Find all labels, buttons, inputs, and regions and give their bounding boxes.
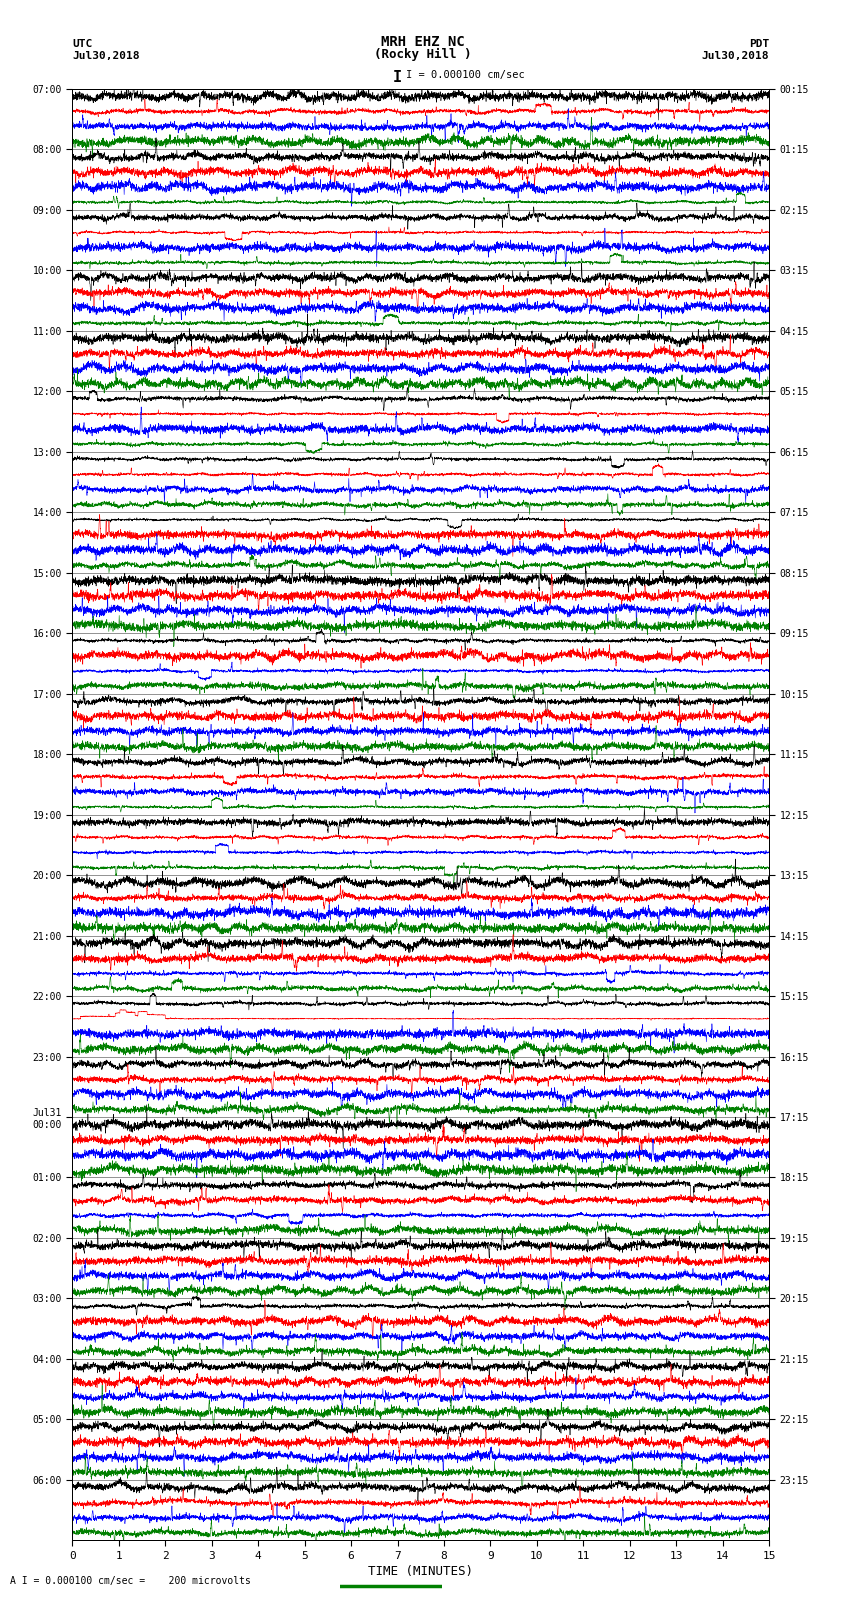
Text: I = 0.000100 cm/sec: I = 0.000100 cm/sec [406, 71, 525, 81]
X-axis label: TIME (MINUTES): TIME (MINUTES) [368, 1565, 473, 1578]
Text: Jul30,2018: Jul30,2018 [702, 52, 769, 61]
Text: Jul30,2018: Jul30,2018 [72, 52, 139, 61]
Text: UTC: UTC [72, 39, 93, 50]
Text: MRH EHZ NC: MRH EHZ NC [381, 35, 464, 50]
Text: (Rocky Hill ): (Rocky Hill ) [374, 48, 471, 61]
Text: A I = 0.000100 cm/sec =    200 microvolts: A I = 0.000100 cm/sec = 200 microvolts [10, 1576, 251, 1586]
Text: PDT: PDT [749, 39, 769, 50]
Text: I: I [394, 71, 402, 85]
